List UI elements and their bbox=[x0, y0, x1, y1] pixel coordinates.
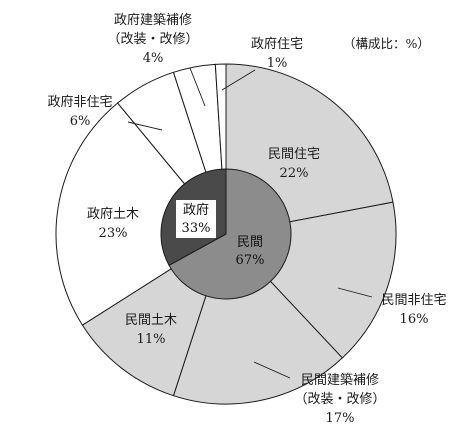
leader-line-8 bbox=[221, 69, 256, 91]
outer-label-7-line-1: 政府建築補修 bbox=[114, 13, 192, 28]
leader-lines bbox=[127, 67, 373, 379]
outer-label-5-line-2: 23% bbox=[99, 226, 128, 241]
inner-slice-1 bbox=[168, 168, 292, 300]
inner-label-box-2 bbox=[176, 200, 216, 238]
outer-label-6-line-2: 6% bbox=[70, 114, 91, 129]
outer-label-5-line-1: 政府土木 bbox=[87, 207, 139, 222]
outer-label-4-line-1: 民間土木 bbox=[125, 313, 177, 328]
outer-slice-5 bbox=[55, 102, 227, 326]
leader-line-7 bbox=[189, 67, 206, 107]
leader-line-6 bbox=[127, 121, 163, 131]
outer-label-8-line-2: 1% bbox=[267, 56, 288, 71]
unit-note: （構成比：%） bbox=[343, 36, 430, 51]
outer-label-2-line-1: 民間非住宅 bbox=[381, 293, 446, 308]
outer-label-4-line-2: 11% bbox=[137, 332, 166, 347]
inner-label-2-line-1: 政府 bbox=[183, 203, 209, 218]
outer-label-3-line-3: 17% bbox=[326, 411, 355, 426]
outer-label-1-line-1: 民間住宅 bbox=[268, 147, 320, 162]
leader-line-3 bbox=[253, 361, 291, 379]
inner-label-2-line-2: 33% bbox=[182, 221, 211, 236]
outer-label-3-line-2: （改装・改修） bbox=[294, 392, 385, 407]
inner-label-1-line-2: 67% bbox=[236, 253, 265, 268]
outer-label-3-line-1: 民間建築補修 bbox=[301, 373, 379, 388]
outer-label-1-line-2: 22% bbox=[280, 166, 309, 181]
outer-label-2-line-2: 16% bbox=[400, 312, 429, 327]
outer-label-6-line-1: 政府非住宅 bbox=[47, 95, 112, 110]
leader-line-2 bbox=[337, 287, 373, 298]
inner-label-1-line-1: 民間 bbox=[237, 235, 263, 250]
slice-labels: 民間住宅 22% 民間非住宅 16% 民間建築補修 （改装・改修） 17% 民間土木 11% 政府… bbox=[47, 13, 446, 426]
outer-label-8-line-1: 政府住宅 bbox=[251, 37, 303, 52]
outer-label-7-line-3: 4% bbox=[143, 51, 164, 66]
outer-label-7-line-2: （改装・改修） bbox=[107, 32, 198, 47]
